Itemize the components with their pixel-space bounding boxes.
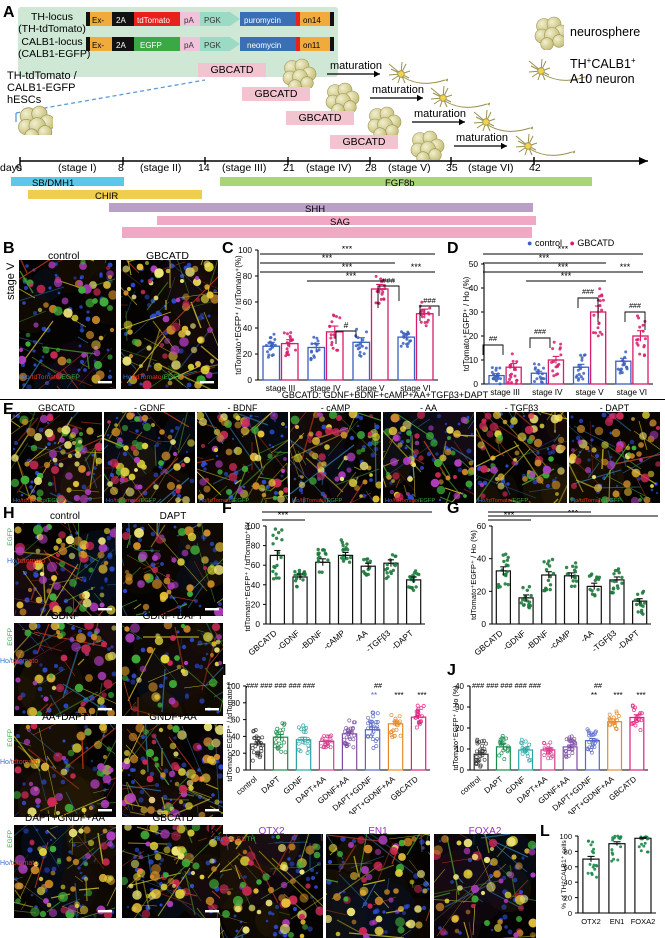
svg-text:0: 0 <box>255 619 260 629</box>
svg-text:##: ## <box>489 334 498 343</box>
svg-text:0: 0 <box>481 619 486 629</box>
svg-text:-AA: -AA <box>578 628 595 645</box>
svg-text:2A: 2A <box>116 41 126 50</box>
svg-text:-BDNF: -BDNF <box>298 628 324 652</box>
svg-text:###: ### <box>629 303 641 310</box>
svg-text:60: 60 <box>251 560 261 570</box>
svg-text:GBCATD: GBCATD <box>472 628 504 657</box>
svg-text:***: *** <box>394 691 403 700</box>
svg-text:40: 40 <box>251 580 261 590</box>
svg-text:DAPT: DAPT <box>483 775 505 796</box>
svg-text:###: ### <box>382 276 395 285</box>
svg-text:**: ** <box>371 691 377 700</box>
svg-text:###: ### <box>423 296 436 305</box>
svg-text:***: *** <box>568 510 579 517</box>
svg-text:##: ## <box>374 681 383 690</box>
svg-text:tdTomato⁺EGFP⁺ / Ho (%): tdTomato⁺EGFP⁺ / Ho (%) <box>469 530 478 620</box>
svg-text:pA: pA <box>184 16 194 25</box>
svg-text:20: 20 <box>251 599 261 609</box>
svg-text:***: *** <box>613 691 622 700</box>
svg-text:FOXA2: FOXA2 <box>631 917 656 926</box>
svg-text:##: ## <box>594 681 603 690</box>
svg-text:tdTomato⁺EGFP⁺ / tdTomato⁺(%): tdTomato⁺EGFP⁺ / tdTomato⁺(%) <box>225 682 234 782</box>
svg-text:-cAMP: -cAMP <box>547 628 573 652</box>
svg-text:% of TH⁺CALB1⁺ cells: % of TH⁺CALB1⁺ cells <box>561 840 568 909</box>
svg-text:-DAPT: -DAPT <box>615 628 641 652</box>
svg-text:-TGFβ3: -TGFβ3 <box>364 628 393 654</box>
svg-text:###: ### <box>582 289 594 296</box>
svg-text:0: 0 <box>236 766 241 775</box>
svg-text:PGK: PGK <box>204 41 222 50</box>
svg-text:60: 60 <box>477 522 487 531</box>
svg-text:0: 0 <box>568 909 572 918</box>
svg-text:***: *** <box>342 510 353 513</box>
svg-text:control: control <box>235 774 259 796</box>
svg-text:***: *** <box>636 691 645 700</box>
svg-text:pA: pA <box>184 41 194 50</box>
svg-text:#: # <box>344 320 349 330</box>
svg-text:Ex-: Ex- <box>92 16 104 25</box>
svg-text:-GDNF: -GDNF <box>275 628 302 653</box>
svg-text:PGK: PGK <box>204 16 222 25</box>
svg-text:-DAPT: -DAPT <box>389 628 415 652</box>
svg-text:***: *** <box>558 246 569 254</box>
svg-text:puromycin: puromycin <box>244 16 281 25</box>
svg-text:### ### ### ### ###: ### ### ### ### ### <box>472 681 542 690</box>
svg-text:-TGFβ3: -TGFβ3 <box>590 628 619 654</box>
svg-text:**: ** <box>535 510 543 513</box>
svg-text:40: 40 <box>477 554 487 564</box>
svg-text:-cAMP: -cAMP <box>321 628 347 652</box>
svg-text:tdTomato: tdTomato <box>137 16 170 25</box>
svg-text:### ### ### ### ###: ### ### ### ### ### <box>246 681 316 690</box>
svg-text:DAPT: DAPT <box>260 775 282 796</box>
svg-text:-BDNF: -BDNF <box>524 628 550 652</box>
svg-text:on14: on14 <box>303 16 321 25</box>
svg-text:-AA: -AA <box>352 628 369 645</box>
svg-text:2A: 2A <box>116 16 126 25</box>
svg-text:100: 100 <box>559 832 572 841</box>
svg-text:EN1: EN1 <box>610 917 625 926</box>
svg-text:tdTomato⁺EGFP⁺ / Ho (%): tdTomato⁺EGFP⁺ / Ho (%) <box>451 685 460 770</box>
svg-text:###: ### <box>534 329 546 336</box>
svg-text:EGFP: EGFP <box>140 41 162 50</box>
svg-text:neomycin: neomycin <box>247 41 281 50</box>
svg-text:on11: on11 <box>303 41 321 50</box>
svg-text:-GDNF: -GDNF <box>501 628 528 653</box>
svg-text:0: 0 <box>460 766 465 775</box>
svg-text:20: 20 <box>477 586 487 596</box>
svg-text:control: control <box>458 774 482 796</box>
svg-text:tdTomato⁺EGFP⁺ / tdTomato⁺(%): tdTomato⁺EGFP⁺ / tdTomato⁺(%) <box>243 522 252 632</box>
svg-text:Ex-: Ex- <box>92 41 104 50</box>
svg-text:80: 80 <box>251 541 261 551</box>
svg-text:OTX2: OTX2 <box>581 917 601 926</box>
svg-text:**: ** <box>591 691 597 700</box>
svg-text:***: *** <box>417 691 426 700</box>
